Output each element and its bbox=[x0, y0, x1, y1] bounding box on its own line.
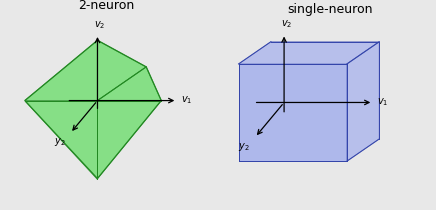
Polygon shape bbox=[25, 101, 98, 178]
Title: 2-neuron: 2-neuron bbox=[78, 0, 134, 12]
Text: $v_2$: $v_2$ bbox=[95, 19, 106, 31]
Title: single-neuron: single-neuron bbox=[287, 3, 372, 16]
Polygon shape bbox=[98, 101, 161, 178]
Text: $y_2$: $y_2$ bbox=[238, 140, 250, 152]
Text: $v_2$: $v_2$ bbox=[282, 18, 293, 30]
Polygon shape bbox=[238, 64, 347, 161]
Polygon shape bbox=[347, 42, 379, 161]
Polygon shape bbox=[98, 67, 161, 101]
Polygon shape bbox=[238, 42, 379, 64]
Text: $y_2$: $y_2$ bbox=[54, 136, 66, 148]
Polygon shape bbox=[98, 40, 146, 101]
Polygon shape bbox=[25, 40, 98, 101]
Text: $v_1$: $v_1$ bbox=[181, 95, 192, 106]
Text: $v_1$: $v_1$ bbox=[377, 97, 388, 108]
